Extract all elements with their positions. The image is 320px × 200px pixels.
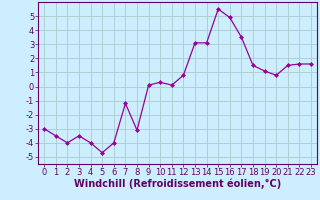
X-axis label: Windchill (Refroidissement éolien,°C): Windchill (Refroidissement éolien,°C) — [74, 179, 281, 189]
